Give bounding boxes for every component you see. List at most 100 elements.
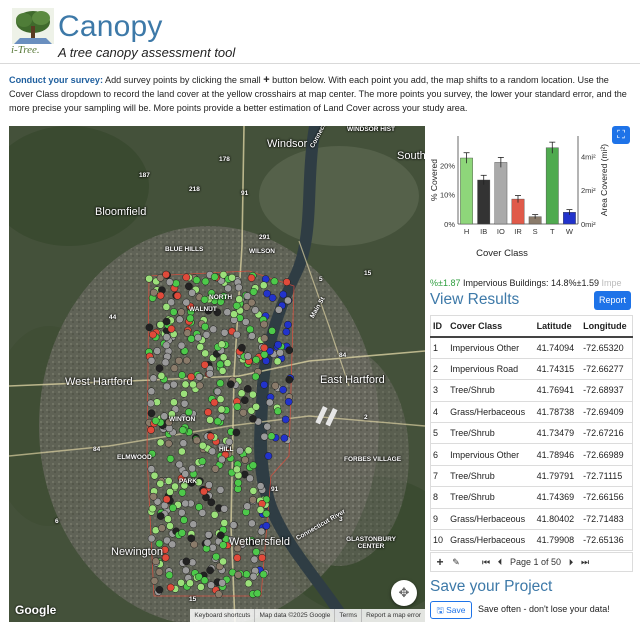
last-page-icon[interactable]: ⏭ [580, 556, 590, 567]
row-longitude: -72.71115 [580, 465, 633, 488]
survey-point [151, 416, 160, 425]
survey-point [248, 538, 257, 547]
cover-class-chart: 0% 10% 20% 0mi² 2mi² 4mi² % Covered Area Covere… [430, 136, 609, 236]
survey-point [246, 325, 254, 334]
survey-point [156, 512, 165, 520]
survey-point [249, 487, 258, 495]
survey-point [258, 553, 266, 562]
table-row[interactable]: 10 Grass/Herbaceous 41.79908 -72.65136 [430, 529, 633, 552]
survey-point [170, 398, 178, 407]
report-map-error-link[interactable]: Report a map error [361, 609, 425, 622]
first-page-icon[interactable]: ⏮ [481, 556, 491, 567]
table-row[interactable]: 8 Tree/Shrub 41.74369 -72.66156 [430, 486, 633, 509]
keyboard-shortcuts-link[interactable]: Keyboard shortcuts [194, 612, 251, 619]
survey-point [162, 382, 171, 391]
survey-point [147, 465, 156, 473]
map-canvas[interactable] [9, 126, 425, 622]
table-row[interactable]: 5 Tree/Shrub 41.73479 -72.67216 [430, 422, 633, 445]
survey-point [156, 438, 165, 447]
row-longitude: -72.65136 [580, 529, 633, 552]
survey-point [218, 579, 227, 587]
chart-xtick-label: IO [497, 227, 505, 236]
add-point-button[interactable]: + [436, 555, 444, 569]
next-page-icon[interactable]: ⏵ [568, 556, 574, 567]
instructions-lead: Conduct your survey: [9, 75, 103, 85]
survey-point [251, 306, 260, 314]
survey-point [218, 367, 227, 375]
survey-point [169, 380, 178, 389]
survey-point [214, 590, 223, 599]
survey-point [165, 278, 174, 286]
prev-page-icon[interactable]: ⏴ [497, 556, 503, 567]
survey-point [213, 387, 222, 396]
save-button[interactable]: 🖫 Save [430, 601, 472, 619]
survey-point [233, 544, 242, 553]
table-row[interactable]: 7 Tree/Shrub 41.79791 -72.71115 [430, 465, 633, 488]
survey-point [279, 385, 287, 394]
instructions-text-2: button below. With each point you add, t… [9, 75, 627, 113]
row-cover-class: Impervious Other [447, 443, 534, 466]
col-header-cover-class[interactable]: Cover Class [447, 315, 534, 338]
table-row[interactable]: 3 Tree/Shrub 41.76941 -72.68937 [430, 379, 633, 402]
table-row[interactable]: 6 Impervious Other 41.78946 -72.66989 [430, 443, 633, 466]
survey-point [219, 292, 228, 301]
report-button[interactable]: Report [594, 291, 631, 310]
map-navigate-control-icon[interactable]: ✥ [391, 580, 417, 606]
survey-point [147, 387, 156, 396]
survey-point [210, 510, 219, 519]
summary-prefix: %±1.87 [430, 278, 461, 288]
survey-point [219, 353, 228, 362]
table-row[interactable]: 1 Impervious Other 41.74094 -72.65320 [430, 337, 633, 359]
row-latitude: 41.74094 [533, 337, 581, 359]
survey-point [206, 369, 214, 378]
survey-point [282, 328, 291, 336]
save-project-title: Save your Project [430, 578, 553, 595]
table-row[interactable]: 9 Grass/Herbaceous 41.80402 -72.71483 [430, 508, 633, 531]
route-2: 2 [364, 414, 368, 421]
survey-point [178, 529, 186, 537]
survey-point [256, 506, 265, 514]
survey-point [219, 557, 227, 566]
survey-point [162, 270, 170, 279]
cover-summary-strip: %±1.87 Impervious Buildings: 14.8%±1.59 … [430, 278, 635, 290]
survey-point [175, 315, 184, 324]
table-row[interactable]: 4 Grass/Herbaceous 41.78738 -72.69409 [430, 401, 633, 424]
survey-point [181, 499, 190, 508]
col-header-id[interactable]: ID [430, 315, 448, 338]
survey-point [166, 583, 175, 592]
chart-y2tick-label: 0mi² [581, 220, 596, 229]
survey-point [204, 408, 212, 417]
app-title: Canopy [58, 10, 163, 43]
survey-point [172, 279, 180, 288]
survey-map[interactable]: Windsor WINDSOR HIST South Bloomfield BL… [9, 126, 425, 622]
survey-point [240, 396, 249, 405]
survey-point [186, 579, 194, 588]
survey-point [180, 516, 188, 524]
survey-point [206, 416, 214, 424]
survey-point [213, 417, 222, 426]
survey-point [177, 308, 186, 317]
terms-link[interactable]: Terms [334, 609, 361, 622]
survey-point [195, 381, 204, 390]
survey-point [169, 504, 177, 512]
survey-point [270, 277, 279, 286]
col-header-latitude[interactable]: Latitude [533, 315, 581, 338]
fullscreen-expand-button[interactable]: ⛶ [612, 126, 630, 144]
survey-point [171, 482, 179, 491]
survey-point [234, 478, 243, 487]
row-id: 8 [430, 486, 448, 509]
survey-point [187, 373, 196, 381]
chart-xtick-label: IR [514, 227, 522, 236]
edit-icon[interactable]: ✎ [452, 556, 460, 567]
row-id: 6 [430, 443, 448, 466]
col-header-longitude[interactable]: Longitude [580, 315, 633, 338]
survey-point [218, 455, 226, 464]
survey-point [210, 273, 219, 281]
table-row[interactable]: 2 Impervious Road 41.74315 -72.66277 [430, 358, 633, 381]
survey-point [260, 320, 268, 329]
survey-point [234, 571, 243, 579]
survey-point [241, 456, 249, 464]
survey-point [232, 428, 241, 437]
row-latitude: 41.80402 [533, 508, 581, 531]
route-6: 6 [55, 518, 59, 525]
